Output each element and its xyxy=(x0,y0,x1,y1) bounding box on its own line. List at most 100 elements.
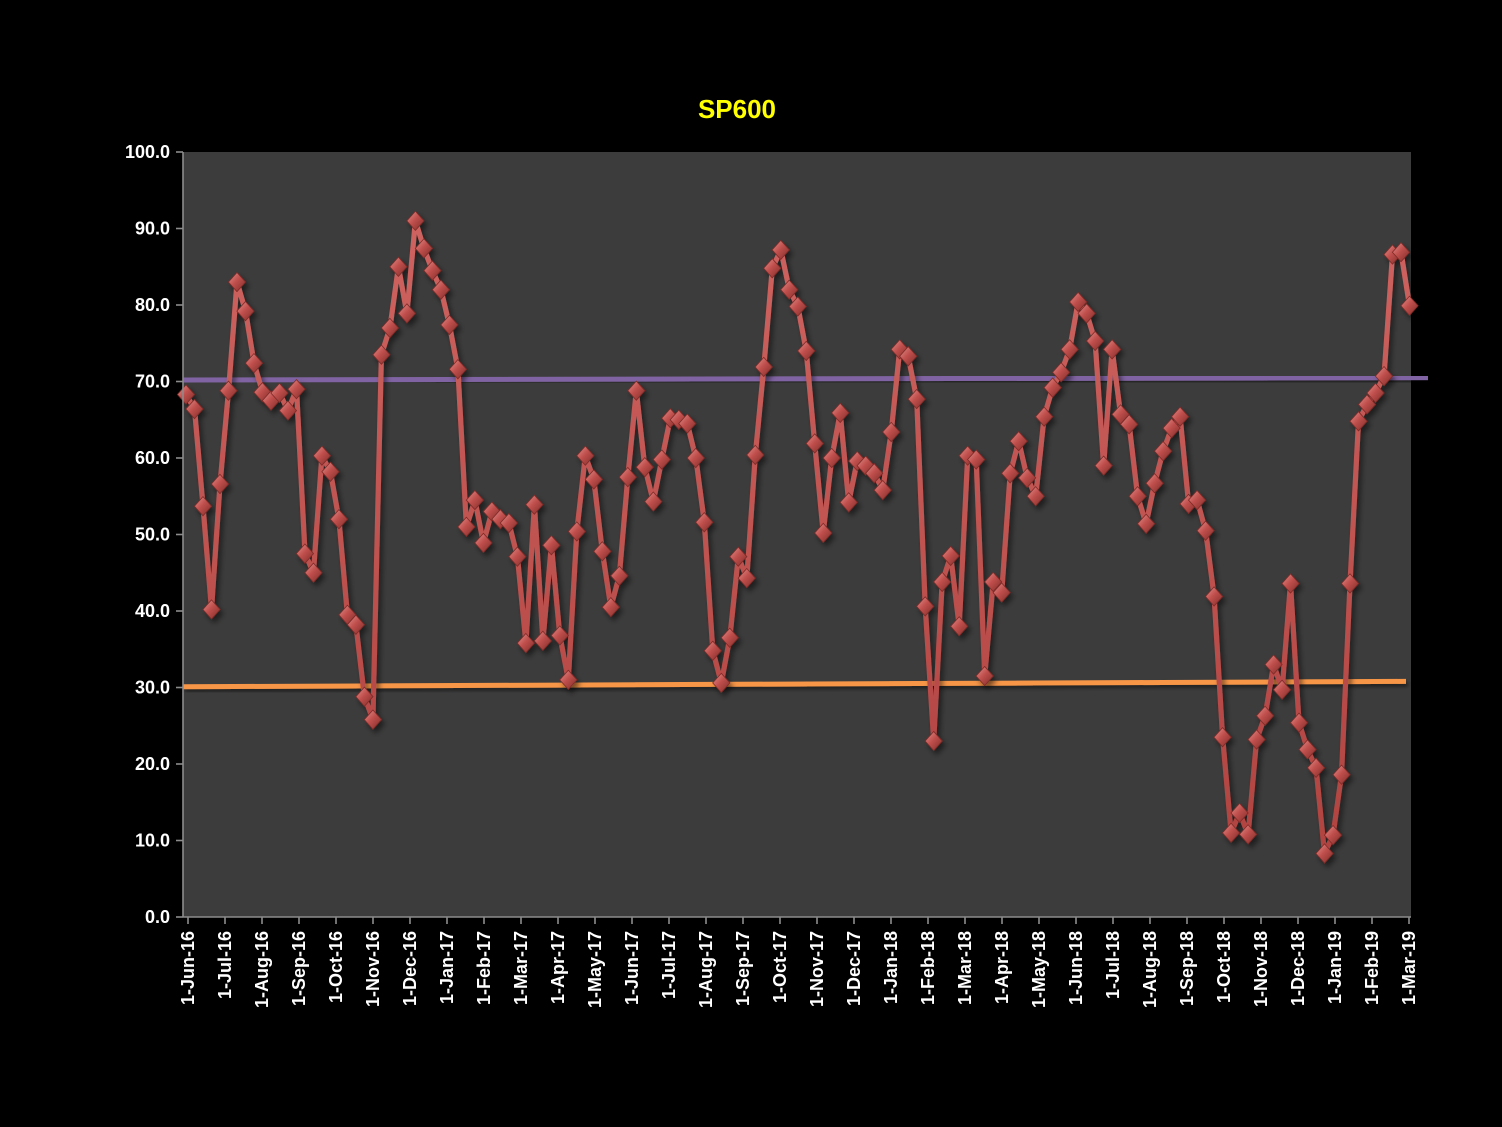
x-axis-label: 1-Dec-16 xyxy=(400,931,420,1006)
data-point-marker xyxy=(525,494,544,515)
x-axis-label: 1-Nov-18 xyxy=(1251,931,1271,1007)
data-point-marker xyxy=(559,669,578,691)
data-point-marker xyxy=(984,571,1003,593)
data-point-marker xyxy=(644,491,663,512)
data-point-marker xyxy=(499,512,519,534)
data-point-marker xyxy=(746,444,765,466)
data-point-marker xyxy=(1102,339,1122,360)
data-point-marker xyxy=(1119,414,1139,435)
data-point-marker xyxy=(533,630,552,652)
data-point-marker xyxy=(805,433,824,454)
data-point-marker xyxy=(1069,291,1088,313)
upper-reference-line xyxy=(182,375,1429,383)
data-point-marker xyxy=(771,239,790,261)
data-point-marker xyxy=(1001,463,1020,484)
data-point-marker xyxy=(1213,727,1232,748)
data-point-marker xyxy=(304,562,323,583)
lower-reference-line xyxy=(182,678,1407,690)
axes-group xyxy=(176,151,1411,924)
data-point-marker xyxy=(1247,729,1266,750)
data-point-marker xyxy=(797,340,816,362)
x-axis-label: 1-Jul-17 xyxy=(659,931,679,999)
data-point-marker xyxy=(1400,295,1419,316)
data-point-marker xyxy=(882,421,901,443)
y-axis-label: 70.0 xyxy=(135,372,170,392)
data-point-marker xyxy=(1281,573,1300,594)
x-axis-label: 1-Jan-19 xyxy=(1325,931,1345,1004)
data-point-marker xyxy=(372,344,391,365)
data-point-marker xyxy=(185,398,204,420)
data-point-marker xyxy=(950,616,969,637)
x-axis-label: 1-Apr-18 xyxy=(992,931,1012,1004)
data-point-marker xyxy=(1145,473,1164,494)
data-point-marker xyxy=(363,709,383,730)
data-point-marker xyxy=(397,303,417,324)
data-point-marker xyxy=(193,495,213,517)
data-point-marker xyxy=(593,541,612,562)
data-point-marker xyxy=(822,447,841,469)
data-point-marker xyxy=(355,686,374,707)
data-point-marker xyxy=(1272,679,1292,700)
y-axis-label: 80.0 xyxy=(135,295,170,315)
data-point-marker xyxy=(1043,377,1062,398)
data-point-marker xyxy=(278,400,298,421)
data-point-marker xyxy=(321,461,340,482)
x-axis-label: 1-Nov-17 xyxy=(807,931,827,1007)
x-axis-label: 1-Jan-18 xyxy=(881,931,901,1004)
data-point-marker xyxy=(975,665,994,687)
data-point-marker xyxy=(1035,406,1054,427)
data-point-marker xyxy=(270,382,289,404)
data-point-marker xyxy=(1298,739,1317,760)
data-point-marker xyxy=(839,492,858,513)
data-point-marker xyxy=(729,546,748,567)
data-point-marker xyxy=(652,449,671,470)
data-point-marker xyxy=(1340,573,1360,594)
data-point-marker xyxy=(1306,757,1326,779)
data-point-marker xyxy=(933,571,952,593)
data-point-marker xyxy=(1128,486,1147,507)
data-point-marker xyxy=(1094,455,1113,476)
data-point-marker xyxy=(1238,824,1258,845)
data-point-marker xyxy=(754,356,773,378)
data-point-marker xyxy=(406,210,425,232)
data-point-marker xyxy=(312,445,332,466)
data-point-marker xyxy=(703,640,722,661)
data-point-marker xyxy=(516,632,535,654)
y-axis-label: 30.0 xyxy=(135,678,170,698)
data-point-marker xyxy=(448,359,468,380)
data-point-marker xyxy=(414,238,434,259)
data-point-marker xyxy=(219,380,238,401)
x-axis-label: 1-Dec-17 xyxy=(844,931,864,1006)
data-point-marker xyxy=(780,279,799,300)
data-point-marker xyxy=(346,614,366,635)
data-point-marker xyxy=(1162,417,1181,439)
data-point-marker xyxy=(227,271,247,293)
data-point-marker xyxy=(380,317,400,339)
x-axis-label: 1-Feb-19 xyxy=(1362,931,1382,1005)
y-axis-label: 40.0 xyxy=(135,601,170,621)
data-point-marker xyxy=(1060,339,1079,360)
data-point-marker xyxy=(627,380,646,401)
data-point-marker xyxy=(763,258,782,279)
data-point-marker xyxy=(1391,242,1411,263)
y-axis-label: 10.0 xyxy=(135,831,170,851)
x-axis-label: 1-Sep-18 xyxy=(1177,931,1197,1006)
x-axis-label: 1-Nov-16 xyxy=(363,931,383,1007)
data-point-marker xyxy=(210,473,230,495)
data-point-marker xyxy=(253,382,272,403)
x-axis-label: 1-Mar-19 xyxy=(1399,931,1419,1005)
data-point-marker xyxy=(967,449,986,470)
data-point-marker xyxy=(244,352,264,374)
data-point-marker xyxy=(176,384,196,405)
data-point-marker xyxy=(567,521,586,542)
data-point-marker xyxy=(1366,382,1385,404)
data-point-marker xyxy=(610,565,629,587)
x-axis-label: 1-Oct-17 xyxy=(770,931,790,1003)
x-axis-label: 1-Mar-17 xyxy=(511,931,531,1005)
data-point-marker xyxy=(1255,705,1275,727)
data-point-marker xyxy=(1230,802,1249,824)
y-axis-label: 100.0 xyxy=(125,142,170,162)
data-point-marker xyxy=(1289,712,1309,733)
x-axis-label: 1-Feb-17 xyxy=(474,931,494,1005)
